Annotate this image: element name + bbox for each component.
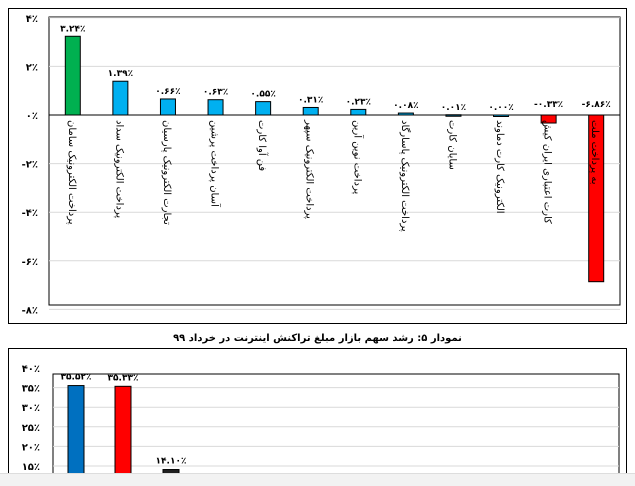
category-label: کارت اعتباری ایران کیش xyxy=(541,120,553,224)
bar xyxy=(159,98,176,116)
data-label: ۰.۶۳٪ xyxy=(203,88,228,98)
data-label: -۰.۳۳٪ xyxy=(534,100,563,110)
bar xyxy=(64,35,81,116)
y-tick-label: -۴٪ xyxy=(22,208,38,219)
data-label: ۳.۲۴٪ xyxy=(60,24,85,34)
y-tick-label: ۲٪ xyxy=(26,62,38,73)
category-label: پرداخت الکترونیک سامان xyxy=(65,120,77,225)
data-label: ۰.۰۸٪ xyxy=(393,101,418,111)
y-tick-label: ۴٪ xyxy=(26,14,38,25)
category-label: الکترونیک کارت دماوند xyxy=(494,120,506,214)
data-label: ۰.۲۳٪ xyxy=(346,97,371,107)
y-tick-label: ۲۰٪ xyxy=(22,442,40,453)
chart-2-title: نمودار ۵: رشد سهم بازار مبلغ تراکنش اینت… xyxy=(173,333,462,344)
bar xyxy=(302,106,319,116)
data-label: ۰.۳۱٪ xyxy=(298,95,323,105)
data-label: ۱۴.۱۰٪ xyxy=(156,457,187,467)
bar xyxy=(67,385,85,486)
bar xyxy=(114,385,132,486)
scroll-edge xyxy=(0,473,635,486)
category-label: سایان کارت xyxy=(446,120,458,170)
y-tick-label: ۳۰٪ xyxy=(22,403,40,414)
y-tick-label: ۴۰٪ xyxy=(22,364,40,375)
bar xyxy=(255,101,272,116)
data-label: ۳۵.۳۳٪ xyxy=(108,373,139,383)
category-label: پرداخت الکترونیک سپهر xyxy=(303,120,315,219)
data-label: ۰.۰۱٪ xyxy=(441,103,466,113)
y-tick-label: ۳۵٪ xyxy=(22,384,40,395)
y-tick-label: -۸٪ xyxy=(22,305,38,316)
bar xyxy=(112,80,129,116)
plot-area-2 xyxy=(52,373,620,486)
category-label: فن آوا کارت xyxy=(256,120,268,172)
data-label: ۰.۶۶٪ xyxy=(155,87,180,97)
category-label: پرداخت الکترونیک سداد xyxy=(113,120,125,219)
y-tick-label: ۱۵٪ xyxy=(22,462,40,473)
data-label: -۶.۸۶٪ xyxy=(582,100,611,110)
category-label: تجارت الکترونیک پارسیان xyxy=(160,120,172,225)
y-tick-label: -۶٪ xyxy=(22,257,38,268)
plot-area-1 xyxy=(48,16,621,306)
category-label: پرداخت نوین آرین xyxy=(351,120,363,195)
bar xyxy=(350,108,367,116)
bar xyxy=(207,99,224,116)
category-label: آسان پرداخت پرشین xyxy=(208,120,220,207)
y-tick-label: ۲۵٪ xyxy=(22,423,40,434)
category-label: پرداخت الکترونیک پاسارگاد xyxy=(398,120,410,232)
category-label: به پرداخت ملت xyxy=(589,120,601,185)
chart-1-frame xyxy=(8,8,627,324)
chart-2-frame xyxy=(8,348,627,486)
y-tick-label: ۰٪ xyxy=(26,111,38,122)
data-label: ۰.۵۵٪ xyxy=(250,90,275,100)
y-tick-label: -۲٪ xyxy=(22,160,38,171)
data-label: ۳۵.۵۲٪ xyxy=(61,373,92,383)
data-label: ۰.۰۰٪ xyxy=(488,103,513,113)
data-label: ۱.۳۹٪ xyxy=(108,69,133,79)
